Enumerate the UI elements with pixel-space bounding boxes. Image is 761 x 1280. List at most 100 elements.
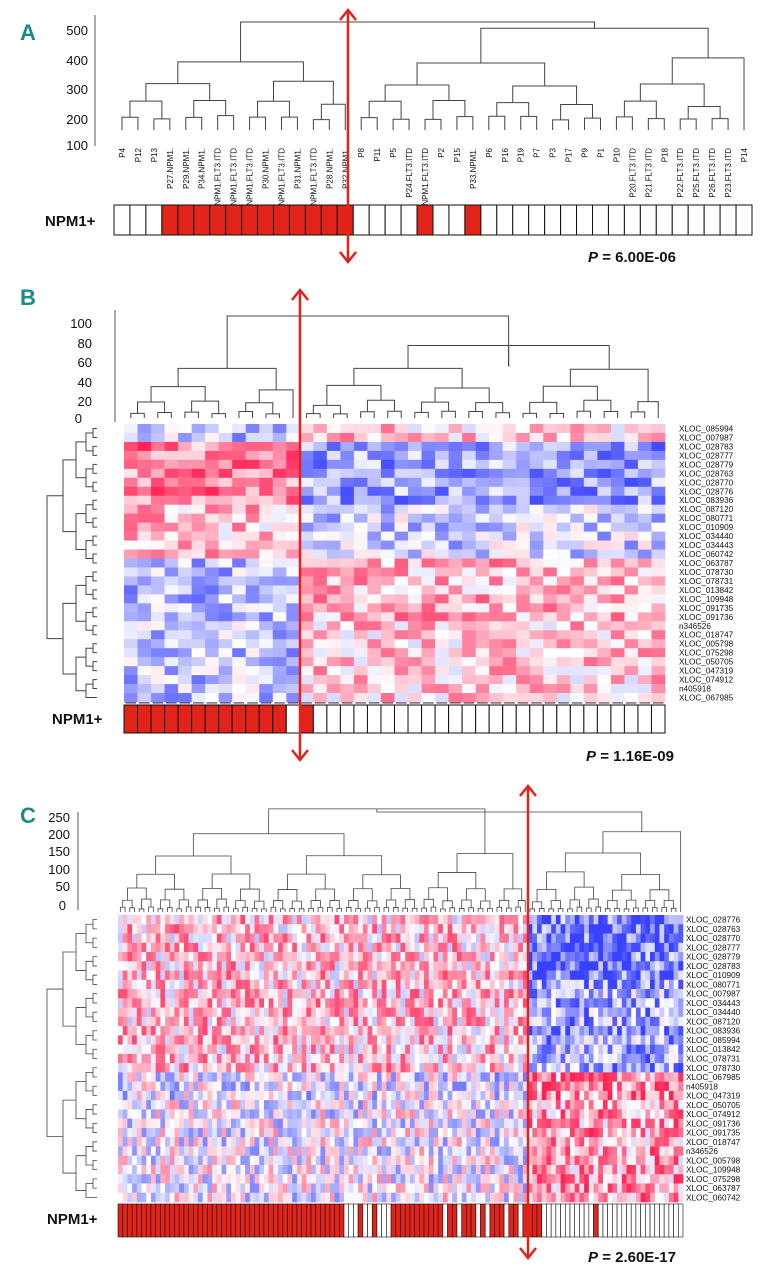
gene-label: XLOC_060742: [679, 550, 734, 559]
heatmap-cell: [259, 585, 273, 594]
heatmap-cell: [240, 1054, 245, 1064]
heatmap-cell: [297, 1063, 302, 1073]
heatmap-cell: [273, 1091, 278, 1101]
heatmap-cell: [325, 1054, 330, 1064]
heatmap-cell: [391, 1109, 396, 1119]
heatmap-cell: [401, 1054, 406, 1064]
heatmap-cell: [674, 1072, 679, 1082]
heatmap-cell: [543, 648, 557, 657]
heatmap-cell: [530, 559, 544, 568]
heatmap-cell: [250, 1128, 255, 1138]
heatmap-cell: [495, 924, 500, 934]
heatmap-cell: [179, 1109, 184, 1119]
heatmap-cell: [608, 1156, 613, 1166]
heatmap-cell: [611, 460, 625, 469]
heatmap-cell: [485, 1026, 490, 1036]
panel-a-axis: 500 400 300 200 100: [66, 15, 95, 153]
heatmap-cell: [219, 451, 233, 460]
heatmap-cell: [651, 657, 665, 666]
heatmap-cell: [259, 943, 264, 953]
heatmap-cell: [509, 998, 514, 1008]
heatmap-cell: [561, 1091, 566, 1101]
dendrogram-link: [640, 84, 704, 106]
heatmap-cell: [175, 1008, 180, 1018]
heatmap-cell: [608, 1054, 613, 1064]
heatmap-cell: [433, 980, 438, 990]
heatmap-cell: [170, 1026, 175, 1036]
heatmap-cell: [476, 1109, 481, 1119]
heatmap-cell: [655, 1109, 660, 1119]
heatmap-cell: [330, 934, 335, 944]
npm1-status-cell: [736, 205, 752, 235]
heatmap-cell: [608, 980, 613, 990]
heatmap-cell: [382, 924, 387, 934]
heatmap-cell: [674, 1035, 679, 1045]
heatmap-cell: [231, 1109, 236, 1119]
heatmap-cell: [151, 1128, 156, 1138]
heatmap-cell: [448, 971, 453, 981]
heatmap-cell: [584, 934, 589, 944]
heatmap-cell: [598, 989, 603, 999]
heatmap-cell: [561, 924, 566, 934]
gene-label: XLOC_028779: [679, 460, 734, 469]
heatmap-cell: [193, 934, 198, 944]
heatmap-cell: [504, 1035, 509, 1045]
heatmap-cell: [170, 1045, 175, 1055]
heatmap-cell: [236, 1109, 241, 1119]
heatmap-cell: [481, 924, 486, 934]
heatmap-cell: [603, 1026, 608, 1036]
heatmap-cell: [124, 478, 138, 487]
heatmap-cell: [608, 1100, 613, 1110]
heatmap-cell: [344, 961, 349, 971]
heatmap-cell: [611, 442, 625, 451]
heatmap-cell: [622, 1017, 627, 1027]
heatmap-cell: [123, 1054, 128, 1064]
heatmap-cell: [612, 915, 617, 925]
heatmap-cell: [273, 1119, 278, 1129]
heatmap-cell: [165, 952, 170, 962]
heatmap-cell: [462, 1054, 467, 1064]
heatmap-cell: [353, 1119, 358, 1129]
heatmap-cell: [367, 478, 381, 487]
heatmap-cell: [311, 1054, 316, 1064]
heatmap-cell: [435, 541, 449, 550]
heatmap-cell: [565, 1137, 570, 1147]
heatmap-cell: [405, 998, 410, 1008]
heatmap-cell: [435, 442, 449, 451]
heatmap-cell: [353, 1017, 358, 1027]
heatmap-cell: [219, 559, 233, 568]
heatmap-cell: [226, 961, 231, 971]
heatmap-cell: [327, 648, 341, 657]
heatmap-cell: [575, 980, 580, 990]
heatmap-cell: [207, 1146, 212, 1156]
heatmap-cell: [401, 1146, 406, 1156]
heatmap-cell: [273, 424, 287, 433]
heatmap-cell: [579, 1082, 584, 1092]
heatmap-cell: [353, 1063, 358, 1073]
heatmap-cell: [316, 1045, 321, 1055]
heatmap-cell: [320, 1109, 325, 1119]
heatmap-cell: [396, 1054, 401, 1064]
heatmap-cell: [570, 1072, 575, 1082]
heatmap-cell: [457, 1082, 462, 1092]
heatmap-cell: [659, 1119, 664, 1129]
heatmap-cell: [664, 1137, 669, 1147]
npm1-status-cell: [570, 705, 584, 733]
heatmap-cell: [273, 550, 287, 559]
npm1-status-cell: [226, 205, 242, 235]
heatmap-cell: [561, 1109, 566, 1119]
heatmap-cell: [178, 630, 192, 639]
heatmap-cell: [429, 952, 434, 962]
heatmap-cell: [476, 1035, 481, 1045]
heatmap-cell: [288, 998, 293, 1008]
heatmap-cell: [246, 451, 260, 460]
heatmap-cell: [471, 1008, 476, 1018]
heatmap-cell: [245, 1045, 250, 1055]
heatmap-cell: [269, 1008, 274, 1018]
dendrogram-link: [680, 119, 696, 130]
heatmap-cell: [335, 989, 340, 999]
heatmap-cell: [349, 1137, 354, 1147]
heatmap-cell: [655, 1082, 660, 1092]
heatmap-cell: [363, 989, 368, 999]
heatmap-cell: [438, 998, 443, 1008]
